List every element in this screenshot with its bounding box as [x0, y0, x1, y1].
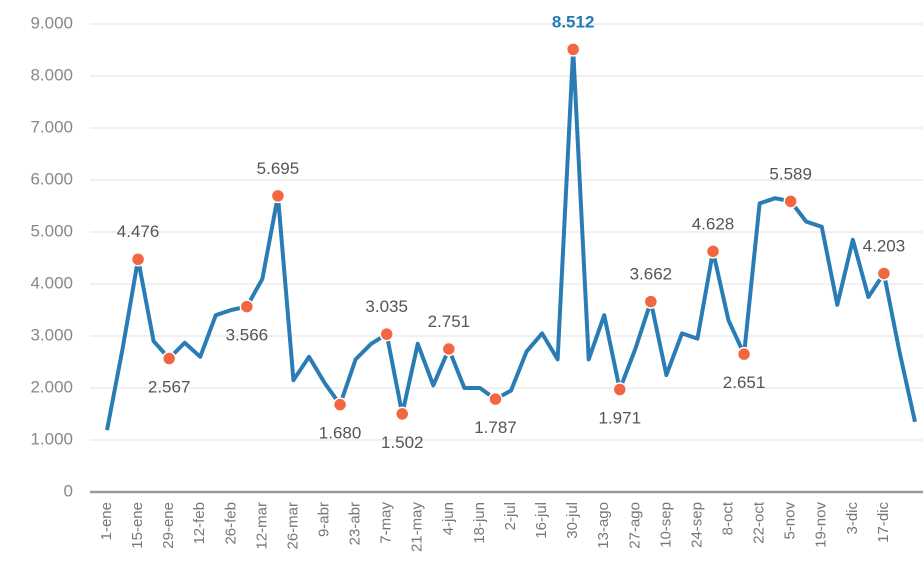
x-tick-label: 24-sep	[688, 502, 705, 548]
x-tick-label: 21-may	[409, 502, 426, 553]
x-tick-label: 17-dic	[875, 502, 892, 543]
x-tick-label: 5-nov	[782, 502, 799, 540]
marker	[441, 341, 457, 357]
y-tick-label: 5.000	[30, 221, 73, 240]
marker	[876, 266, 892, 281]
data-label: 3.662	[630, 265, 673, 284]
data-label: 2.651	[723, 373, 766, 392]
x-tick-label: 13-ago	[595, 502, 612, 549]
y-tick-label: 6.000	[30, 169, 73, 188]
x-tick-label: 12-mar	[253, 502, 270, 550]
marker	[130, 251, 146, 267]
x-tick-label: 15-ene	[129, 502, 146, 549]
x-tick-label: 27-ago	[626, 502, 643, 549]
data-label: 4.476	[117, 222, 160, 241]
x-tick-label: 18-jun	[471, 502, 488, 544]
x-tick-label: 3-dic	[844, 502, 861, 535]
marker	[705, 244, 721, 259]
marker	[783, 194, 798, 209]
marker	[643, 294, 659, 309]
x-tick-label: 7-may	[378, 502, 395, 544]
marker	[612, 382, 628, 397]
marker	[736, 346, 752, 362]
data-label: 4.203	[863, 236, 906, 255]
marker	[488, 391, 503, 407]
marker	[239, 299, 255, 314]
marker	[332, 397, 348, 412]
marker	[270, 188, 286, 204]
x-tick-label: 19-nov	[813, 502, 830, 548]
x-tick-label: 30-jul	[564, 502, 581, 539]
data-label: 8.512	[552, 12, 595, 31]
x-tick-label: 8-oct	[720, 501, 737, 535]
marker	[565, 42, 581, 57]
x-tick-label: 23-abr	[347, 502, 364, 545]
y-tick-label: 9.000	[30, 13, 73, 32]
data-label: 1.502	[381, 433, 424, 452]
data-label: 1.971	[598, 409, 641, 428]
y-tick-label: 4.000	[30, 273, 73, 292]
y-tick-label: 8.000	[30, 65, 73, 84]
x-tick-label: 1-ene	[98, 502, 115, 540]
marker	[379, 326, 394, 342]
data-label: 2.567	[148, 378, 191, 397]
y-tick-label: 0	[64, 481, 73, 500]
data-label: 5.589	[769, 164, 812, 183]
y-tick-label: 1.000	[30, 429, 73, 448]
data-label: 1.787	[474, 418, 517, 437]
data-label: 1.680	[319, 424, 362, 443]
data-label: 3.035	[365, 297, 408, 316]
data-label: 3.566	[226, 326, 269, 345]
x-tick-label: 12-feb	[191, 502, 208, 545]
marker	[161, 351, 177, 366]
x-tick-label: 29-ene	[160, 502, 177, 549]
x-tick-label: 22-oct	[751, 501, 768, 544]
data-label: 2.751	[428, 312, 471, 331]
x-tick-label: 16-jul	[533, 502, 550, 539]
x-tick-label: 10-sep	[657, 502, 674, 548]
y-tick-label: 2.000	[30, 377, 73, 396]
x-tick-label: 9-abr	[316, 502, 333, 537]
marker	[394, 406, 410, 422]
y-tick-label: 3.000	[30, 325, 73, 344]
x-tick-label: 26-feb	[222, 502, 239, 545]
x-tick-label: 26-mar	[284, 502, 301, 550]
line	[105, 47, 917, 431]
data-label: 5.695	[257, 159, 300, 178]
y-tick-label: 7.000	[30, 117, 73, 136]
data-label: 4.628	[692, 214, 735, 233]
x-tick-label: 2-jul	[502, 502, 519, 530]
x-tick-label: 4-jun	[440, 502, 457, 535]
